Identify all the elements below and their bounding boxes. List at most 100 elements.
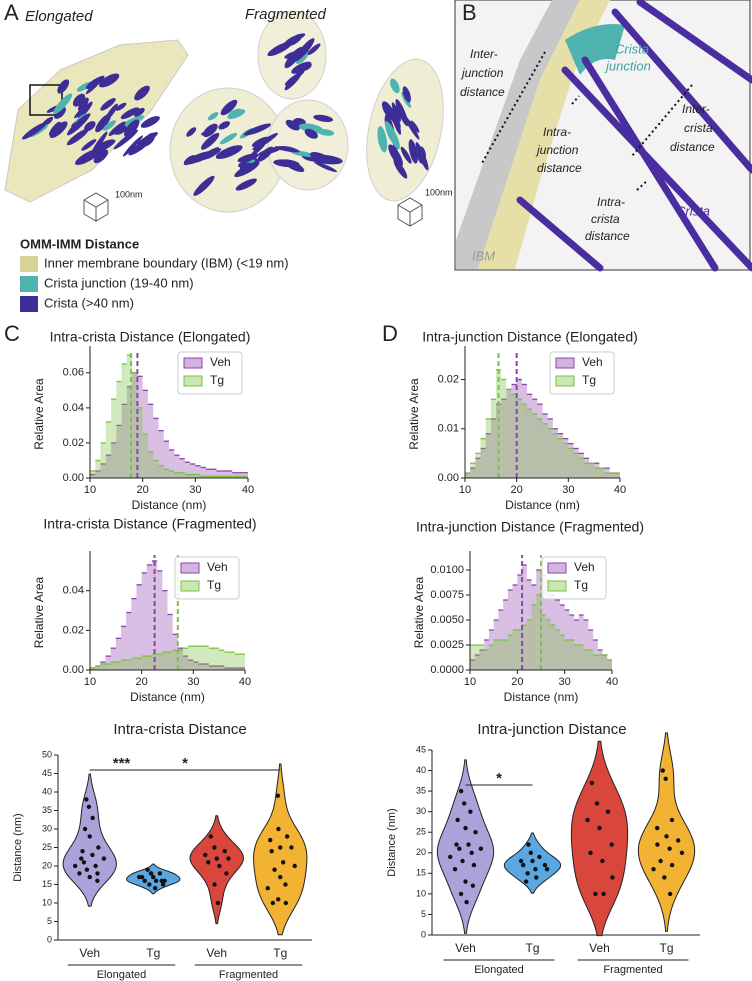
hist-bar: [542, 414, 548, 478]
annotation: distance: [585, 229, 630, 243]
data-point: [265, 886, 270, 891]
x-tick-label: 20: [137, 484, 149, 496]
y-axis-label: Relative Area: [412, 576, 426, 648]
data-point: [455, 817, 460, 823]
hist-bar: [609, 473, 615, 478]
legend-label: Veh: [574, 560, 595, 574]
fragment: [366, 58, 444, 202]
hist-bar: [229, 668, 235, 670]
scale-bar-label: 100nm: [425, 187, 453, 197]
crista-render: [307, 43, 321, 55]
data-point: [284, 834, 290, 839]
chart-title: Intra-crista Distance (Fragmented): [43, 516, 256, 532]
legend-label: Tg: [582, 373, 596, 387]
hist-bar: [203, 664, 209, 670]
group-label: Elongated: [97, 969, 147, 981]
y-axis-label: Relative Area: [32, 378, 46, 450]
crista-render: [122, 135, 144, 157]
x-axis-label: Distance (nm): [132, 498, 207, 512]
y-tick-label: 0.00: [63, 472, 84, 484]
panel-a-render: [4, 10, 444, 227]
hist-bar: [475, 453, 481, 478]
data-point: [289, 845, 294, 850]
hist-bar: [547, 418, 553, 478]
crista-render: [124, 119, 140, 137]
hist-bar: [569, 615, 575, 670]
hist-bar: [493, 620, 499, 670]
data-point: [658, 858, 663, 864]
crista-render: [220, 99, 238, 116]
annotation: Intra-: [597, 195, 625, 209]
crista-render: [309, 151, 330, 163]
hist-bar: [583, 458, 589, 478]
data-point: [96, 845, 101, 850]
hist-bar: [208, 648, 214, 670]
hist-bar: [132, 372, 138, 478]
hist-bar: [90, 474, 96, 478]
x-tick-label: 20: [511, 484, 523, 496]
hist-bar: [90, 668, 96, 670]
hist-bar: [558, 433, 564, 478]
crista-render: [92, 139, 116, 153]
hist-bar: [121, 364, 127, 478]
hist-bar: [563, 443, 569, 478]
hist-bar: [169, 470, 175, 478]
legend-label: Inner membrane boundary (IBM) (<19 nm): [44, 255, 289, 270]
hist-bar: [105, 664, 111, 670]
hist-bar: [177, 650, 183, 670]
hist-bar: [578, 645, 584, 670]
hist-bar: [121, 626, 127, 670]
crista-render: [134, 85, 150, 101]
crista-render: [267, 41, 293, 57]
hist-bar: [607, 660, 612, 670]
crista-render: [202, 123, 218, 138]
data-point: [136, 874, 142, 880]
panel-label: C: [4, 321, 20, 346]
hist-bar: [517, 575, 523, 670]
data-point: [518, 858, 524, 864]
hist-bar: [614, 473, 620, 478]
hist-bar: [552, 433, 558, 478]
chart-title: Intra-crista Distance: [113, 721, 246, 738]
hist-bar: [158, 430, 164, 478]
hist-bar: [163, 469, 169, 478]
hist-bar: [516, 399, 522, 478]
crista-render: [408, 139, 418, 164]
data-point: [87, 874, 92, 880]
chart-title: Intra-junction Distance: [477, 721, 626, 738]
hist-bar: [177, 648, 183, 670]
data-point: [597, 825, 602, 831]
hist-bar: [527, 409, 533, 478]
hist-bar: [188, 660, 194, 670]
annotation: junction: [535, 143, 579, 157]
hist-bar: [602, 655, 608, 670]
data-point: [268, 837, 273, 843]
x-tick-label: 20: [136, 676, 148, 688]
crista-render: [402, 86, 411, 103]
hist-bar: [146, 656, 152, 670]
data-point: [664, 834, 669, 839]
annotation: distance: [537, 161, 582, 175]
panel-title: Fragmented: [245, 6, 327, 23]
hist-bar: [221, 476, 227, 478]
crista-render: [193, 175, 215, 196]
scale-bar-label: 100nm: [115, 189, 143, 199]
legend-label: Veh: [210, 355, 231, 369]
data-point: [153, 878, 159, 883]
crista-render: [284, 70, 305, 86]
hist-bar: [484, 640, 489, 670]
hist-bar: [174, 472, 180, 478]
data-point: [95, 878, 100, 883]
data-point: [159, 878, 164, 883]
hist-bar: [493, 640, 499, 670]
data-point: [84, 797, 89, 802]
legend-swatch: [20, 256, 38, 272]
hist-bar: [609, 473, 615, 478]
fragment: [267, 99, 349, 191]
annotation: crista: [591, 212, 620, 226]
hist-bar: [507, 590, 513, 670]
legend-label: Tg: [574, 578, 588, 592]
crista-render: [93, 149, 109, 164]
crista-render: [113, 129, 139, 150]
